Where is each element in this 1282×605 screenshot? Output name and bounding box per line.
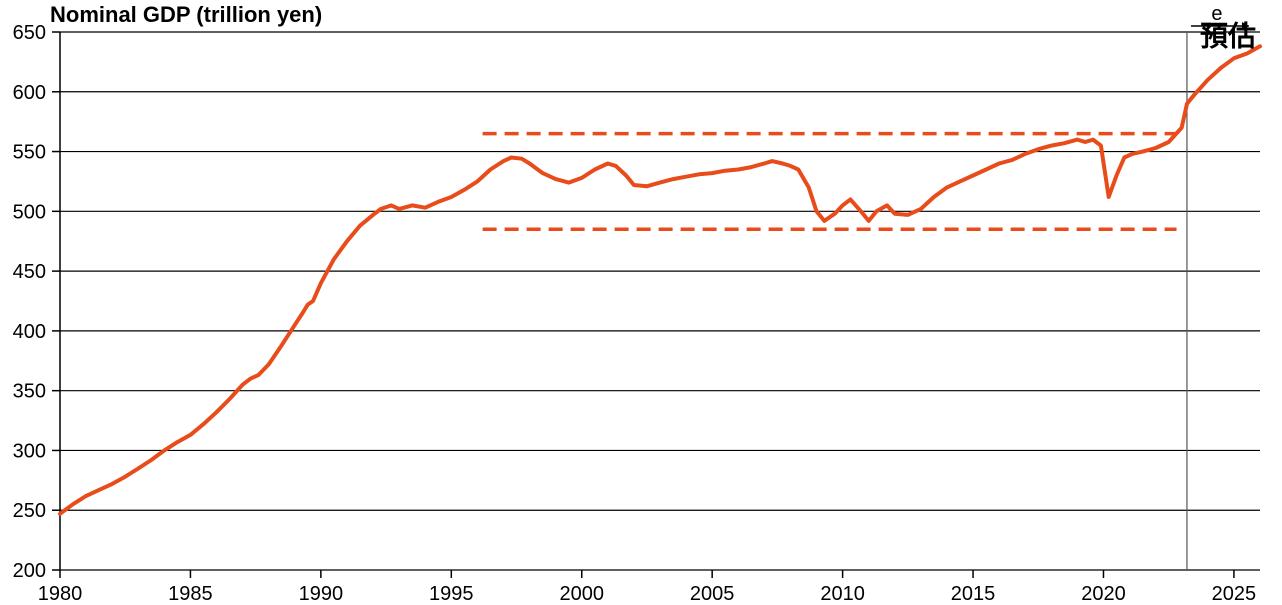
- chart-svg: 200 250 300 350 400 450 500 550 600 650 1980 1985 19…: [0, 0, 1282, 605]
- xtick-label: 1990: [299, 583, 344, 605]
- ytick-label: 300: [13, 440, 46, 462]
- xtick-label: 2025: [1212, 583, 1257, 605]
- xtick-label: 2005: [690, 583, 735, 605]
- xtick-label: 2000: [559, 583, 604, 605]
- chart-title: Nominal GDP (trillion yen): [50, 2, 322, 27]
- ytick-label: 600: [13, 82, 46, 104]
- ytick-label: 450: [13, 261, 46, 283]
- ytick-label: 200: [13, 560, 46, 582]
- xtick-label: 2015: [951, 583, 996, 605]
- ytick-label: 350: [13, 381, 46, 403]
- ytick-label: 400: [13, 321, 46, 343]
- gdp-chart: 200 250 300 350 400 450 500 550 600 650 1980 1985 19…: [0, 0, 1282, 605]
- forecast-label: 預估: [1200, 21, 1256, 52]
- xtick-label: 1995: [429, 583, 474, 605]
- xtick-label: 1985: [168, 583, 213, 605]
- ytick-label: 650: [13, 22, 46, 44]
- xtick-label: 2010: [820, 583, 865, 605]
- xtick-label: 2020: [1081, 583, 1126, 605]
- xtick-label: 1980: [38, 583, 83, 605]
- ytick-label: 550: [13, 142, 46, 164]
- ytick-label: 500: [13, 201, 46, 223]
- ytick-label: 250: [13, 500, 46, 522]
- chart-bg: [0, 0, 1282, 605]
